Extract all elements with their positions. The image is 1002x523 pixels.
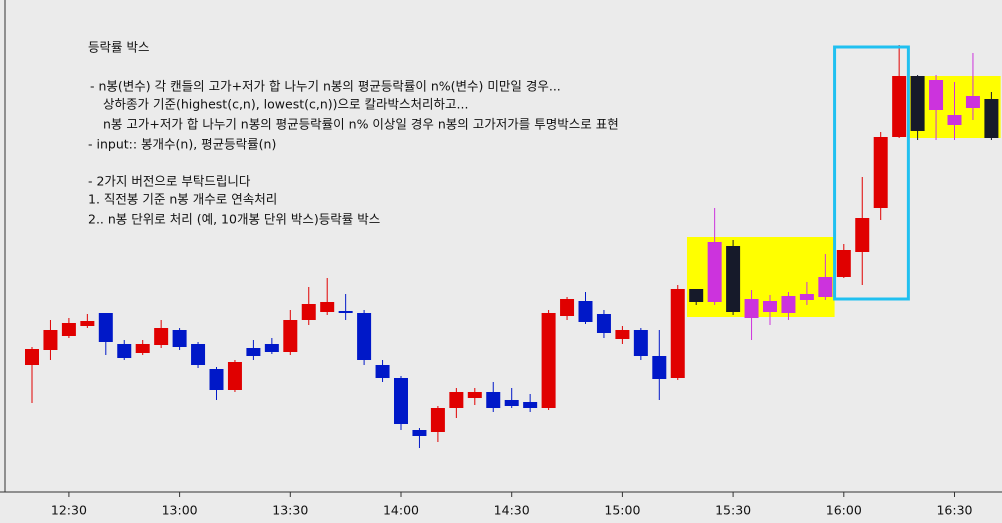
annotation: - input:: 봉개수(n), 평균등락률(n) xyxy=(88,137,276,152)
candle-body xyxy=(578,301,593,322)
outlines xyxy=(833,45,910,301)
candle-body xyxy=(652,356,667,379)
candle-body xyxy=(227,362,242,390)
candle-body xyxy=(818,277,833,297)
candle-body xyxy=(338,311,353,313)
candle-body xyxy=(394,378,408,424)
annotations: 등락률 박스 - n봉(변수) 각 캔들의 고가+저가 합 나누기 n봉의 평균… xyxy=(88,40,619,227)
candle-body xyxy=(486,392,501,408)
candle-body xyxy=(726,246,741,312)
candle-body xyxy=(670,289,685,378)
x-tick-label: 16:30 xyxy=(936,503,972,518)
annotation: 등락률 박스 xyxy=(88,40,149,55)
candle-body xyxy=(301,304,316,320)
candle-body xyxy=(560,299,575,316)
candle-body xyxy=(135,344,150,353)
x-tick-label: 13:30 xyxy=(272,503,308,518)
candle-body xyxy=(689,289,704,302)
candle-body xyxy=(929,80,944,110)
candle-body xyxy=(467,392,482,398)
candle-body xyxy=(984,99,999,138)
candle-body xyxy=(504,400,519,406)
annotation: 1. 직전봉 기준 n봉 개수로 연속처리 xyxy=(88,192,277,207)
candle-body xyxy=(855,218,870,252)
candle-body xyxy=(744,299,759,318)
candles xyxy=(25,45,999,448)
candle-body xyxy=(117,344,132,358)
candle-body xyxy=(615,330,630,339)
candle-body xyxy=(191,344,206,365)
candle-body xyxy=(892,76,907,137)
x-tick-label: 15:30 xyxy=(715,503,751,518)
candle-body xyxy=(172,330,187,347)
candle-body xyxy=(763,301,777,312)
candle-body xyxy=(596,314,611,333)
candle-body xyxy=(98,313,113,342)
candle-body xyxy=(246,348,261,356)
candle-body xyxy=(910,76,925,131)
annotation: - 2가지 버전으로 부탁드립니다 xyxy=(88,174,251,189)
candle-body xyxy=(836,250,851,277)
candle-body xyxy=(947,115,962,125)
candle-body xyxy=(430,408,445,432)
candle-body xyxy=(873,137,888,208)
candle-body xyxy=(209,369,224,390)
candle-body xyxy=(799,294,814,300)
candle-body xyxy=(61,323,76,336)
candle-body xyxy=(781,296,796,313)
annotation: n봉 고가+저가 합 나누기 n봉의 평균등락률이 n% 이상일 경우 n봉의 … xyxy=(103,117,619,132)
candle-body xyxy=(449,392,464,408)
x-tick-label: 14:00 xyxy=(383,503,419,518)
x-tick-label: 15:00 xyxy=(604,503,640,518)
candle-body xyxy=(264,344,279,352)
annotation: 상하종가 기준(highest(c,n), lowest(c,n))으로 칼라박… xyxy=(103,97,468,112)
candle-body xyxy=(375,365,390,378)
candle-body xyxy=(80,321,95,326)
candle-body xyxy=(412,430,427,436)
annotation: - n봉(변수) 각 캔들의 고가+저가 합 나누기 n봉의 평균등락률이 n%… xyxy=(90,79,561,94)
range-outline xyxy=(833,45,910,301)
candle-body xyxy=(283,320,298,352)
x-tick-label: 16:00 xyxy=(826,503,862,518)
candle-body xyxy=(154,328,169,345)
candle-body xyxy=(633,330,648,356)
x-ticks: 12:30 13:00 13:30 14:00 14:30 15:00 15:30 16:00… xyxy=(51,492,973,518)
candle-body xyxy=(707,242,722,302)
candle-body xyxy=(541,313,556,408)
candle-body xyxy=(25,349,39,365)
candle-body xyxy=(43,330,58,350)
x-tick-label: 12:30 xyxy=(51,503,87,518)
candle-body xyxy=(523,402,538,408)
x-tick-label: 13:00 xyxy=(162,503,198,518)
candle-body xyxy=(357,313,372,360)
annotation: 2.. n봉 단위로 처리 (예, 10개봉 단위 박스)등락률 박스 xyxy=(88,212,380,227)
candle-body xyxy=(965,96,980,108)
candle-body xyxy=(320,302,335,312)
x-tick-label: 14:30 xyxy=(494,503,530,518)
